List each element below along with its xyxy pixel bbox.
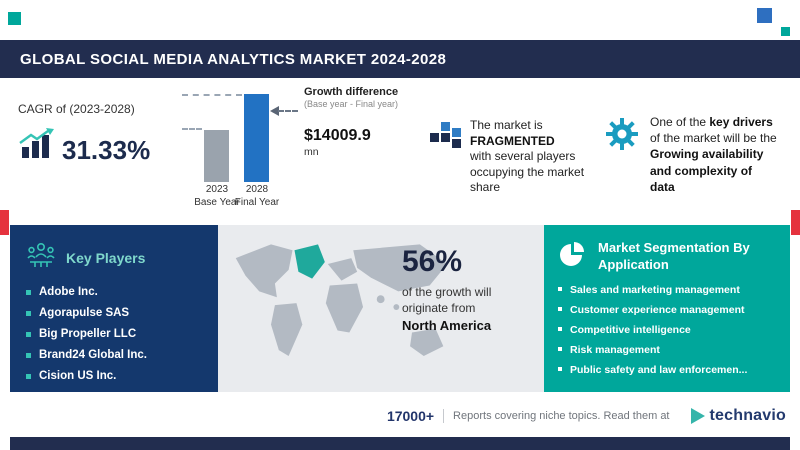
left-red-accent-tab bbox=[0, 210, 9, 235]
key-driver-bold1: key drivers bbox=[709, 115, 773, 129]
fragmented-text: The market is FRAGMENTED with several pl… bbox=[470, 118, 598, 212]
dashed-guide-bottom bbox=[182, 128, 202, 130]
footer-text: Reports covering niche topics. Read them… bbox=[453, 410, 670, 422]
bar-2028-final-year bbox=[244, 94, 269, 182]
growth-difference-unit: mn bbox=[304, 146, 319, 158]
segmentation-item: Customer experience management bbox=[558, 304, 776, 316]
fragmented-line2: with several players occupying the marke… bbox=[470, 149, 585, 195]
fragmented-line1: The market is bbox=[470, 118, 543, 132]
fragmented-block: The market is FRAGMENTED with several pl… bbox=[430, 78, 598, 212]
bottom-accent-bar bbox=[10, 437, 790, 450]
segmentation-panel: Market Segmentation By Application Sales… bbox=[544, 225, 790, 392]
bar-chart-up-arrow-icon bbox=[18, 128, 54, 163]
cagr-block: CAGR of (2023-2028) 31.33% bbox=[0, 78, 178, 212]
key-players-list: Adobe Inc. Agorapulse SAS Big Propeller … bbox=[26, 286, 204, 382]
region-panel: 56% of the growth will originate from No… bbox=[218, 225, 544, 392]
segmentation-title: Market Segmentation By Application bbox=[598, 240, 750, 272]
bar-label-base-year: Base Year bbox=[194, 196, 240, 208]
key-driver-bold2: Growing availability and complexity of d… bbox=[650, 147, 764, 194]
gear-icon bbox=[604, 116, 640, 212]
key-driver-part2: of the market will be the bbox=[650, 131, 777, 146]
dashed-guide-top bbox=[182, 94, 242, 96]
technavio-logo: technavio bbox=[690, 407, 787, 425]
region-text: of the growth will originate from bbox=[402, 285, 492, 315]
header-bar: GLOBAL SOCIAL MEDIA ANALYTICS MARKET 202… bbox=[0, 40, 800, 78]
cagr-value: 31.33% bbox=[62, 135, 151, 165]
key-driver-text: One of the key drivers of the market wil… bbox=[650, 114, 780, 212]
brand-name: technavio bbox=[709, 407, 786, 424]
key-players-panel: Key Players Adobe Inc. Agorapulse SAS Bi… bbox=[10, 225, 218, 392]
growth-bar-chart: 2023 Base Year 2028 Final Year Growth di… bbox=[178, 78, 430, 212]
region-stat-block: 56% of the growth will originate from No… bbox=[402, 245, 532, 334]
region-name: North America bbox=[402, 318, 492, 334]
key-player-item: Brand24 Global Inc. bbox=[26, 349, 204, 361]
growth-difference-annotation: Growth difference (Base year - Final yea… bbox=[304, 86, 428, 158]
cagr-label: CAGR of (2023-2028) bbox=[18, 102, 135, 116]
key-driver-block: One of the key drivers of the market wil… bbox=[598, 78, 800, 212]
grid-squares-icon bbox=[430, 122, 461, 152]
key-players-title: Key Players bbox=[66, 249, 146, 266]
bar-year-2023: 2023 bbox=[205, 184, 229, 195]
bar-label-final-year: Final Year bbox=[234, 196, 280, 208]
key-player-item: Agorapulse SAS bbox=[26, 307, 204, 319]
growth-arrow-shaft bbox=[278, 110, 298, 112]
growth-difference-subtitle: (Base year - Final year) bbox=[304, 99, 399, 109]
deco-square-teal-left bbox=[8, 12, 21, 25]
segmentation-item: Sales and marketing management bbox=[558, 284, 776, 296]
growth-difference-title: Growth difference bbox=[304, 86, 399, 98]
key-player-item: Big Propeller LLC bbox=[26, 328, 204, 340]
fragmented-highlight: FRAGMENTED bbox=[470, 133, 555, 148]
bar-2023-base-year bbox=[204, 130, 229, 182]
growth-arrow-icon bbox=[270, 106, 279, 116]
people-group-icon bbox=[26, 241, 56, 274]
deco-square-blue-right bbox=[757, 8, 772, 23]
pie-chart-icon bbox=[558, 239, 588, 274]
right-red-accent-tab bbox=[791, 210, 800, 235]
bar-year-2028: 2028 bbox=[245, 184, 269, 195]
page-title: GLOBAL SOCIAL MEDIA ANALYTICS MARKET 202… bbox=[20, 50, 447, 68]
panels-row: Key Players Adobe Inc. Agorapulse SAS Bi… bbox=[10, 225, 790, 392]
stats-row: CAGR of (2023-2028) 31.33% bbox=[0, 78, 800, 212]
segmentation-list: Sales and marketing management Customer … bbox=[558, 284, 776, 376]
footer: 17000+ Reports covering niche topics. Re… bbox=[0, 399, 800, 433]
reports-count: 17000+ bbox=[386, 408, 435, 424]
world-map bbox=[235, 244, 448, 356]
region-percent: 56% bbox=[402, 245, 463, 278]
key-player-item: Cision US Inc. bbox=[26, 370, 204, 382]
segmentation-item: Risk management bbox=[558, 344, 776, 356]
bar-caption-2023: 2023 Base Year bbox=[190, 184, 244, 209]
key-player-item: Adobe Inc. bbox=[26, 286, 204, 298]
key-driver-part1: One of the bbox=[650, 115, 710, 129]
segmentation-item: Competitive intelligence bbox=[558, 324, 776, 336]
triangle-play-icon bbox=[690, 408, 705, 424]
bar-caption-2028: 2028 Final Year bbox=[230, 184, 284, 209]
deco-square-teal-right bbox=[781, 27, 790, 36]
growth-difference-value: $14009.9 bbox=[304, 127, 371, 144]
segmentation-item: Public safety and law enforcemen... bbox=[558, 364, 776, 376]
footer-divider bbox=[443, 409, 445, 423]
